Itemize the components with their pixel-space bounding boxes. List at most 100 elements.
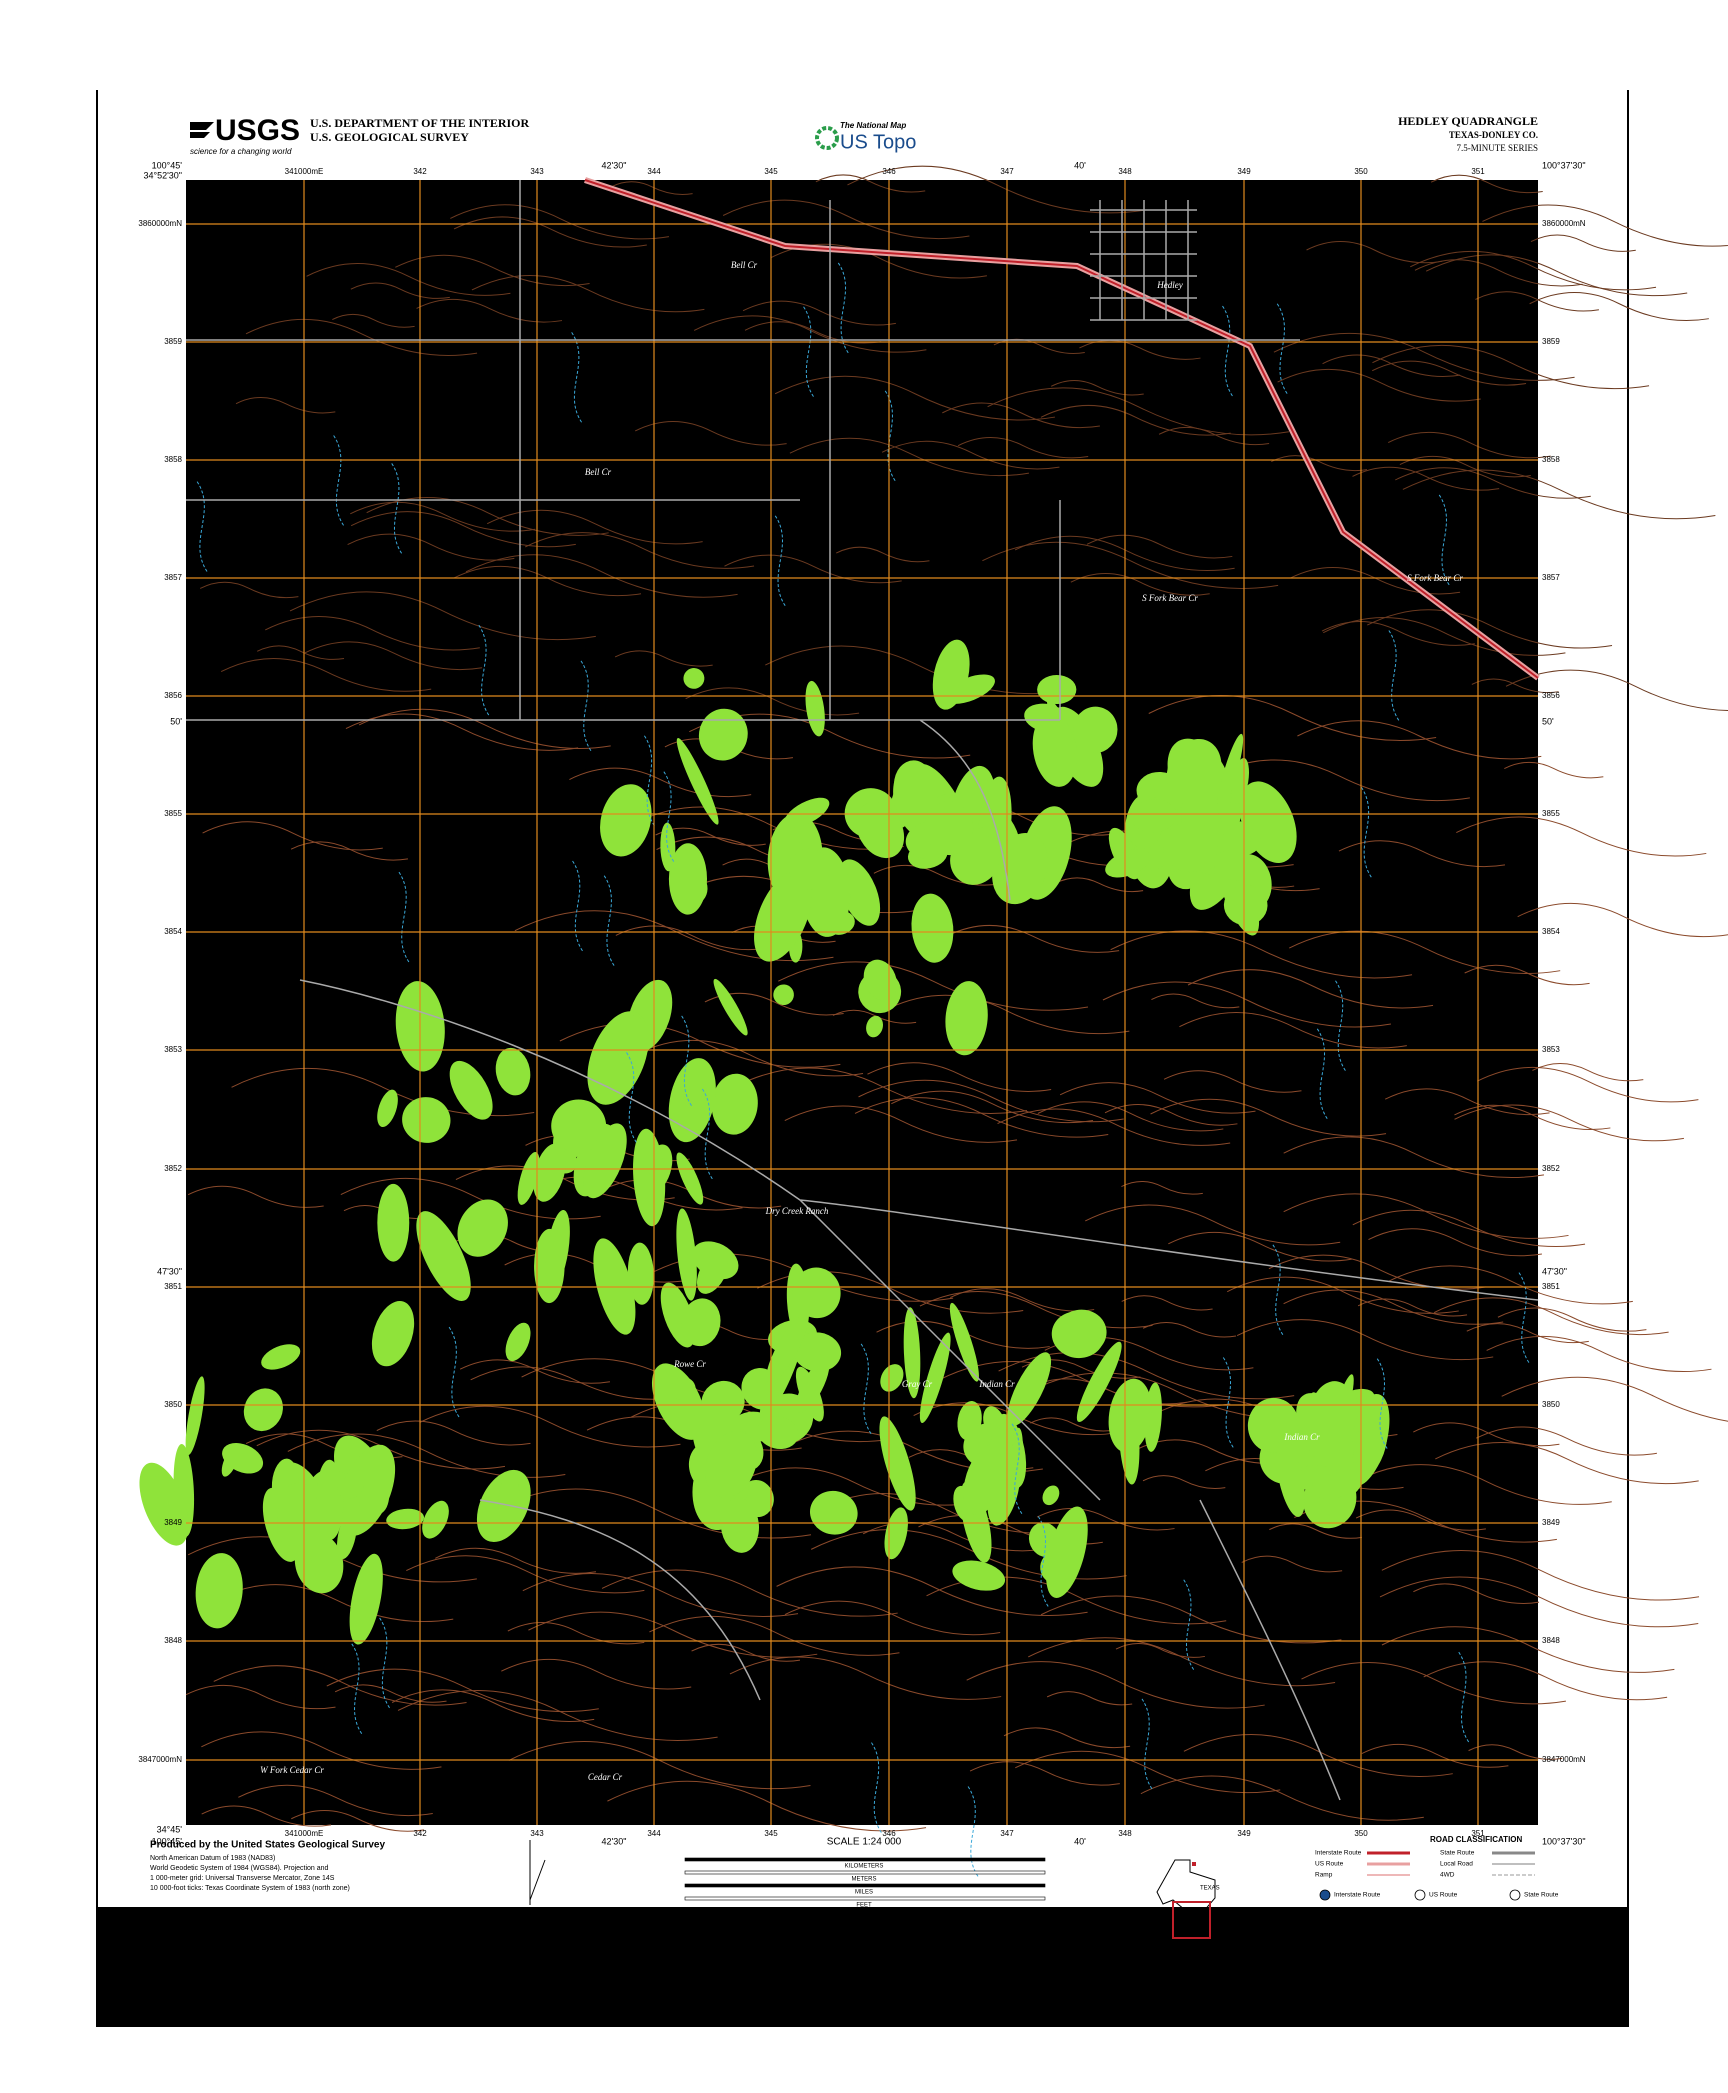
contour: [997, 1108, 1231, 1146]
state-county: TEXAS-DONLEY CO.: [1449, 130, 1538, 140]
contour: [1110, 930, 1413, 979]
easting-label: 343: [530, 167, 544, 176]
stream: [1438, 494, 1450, 586]
stream: [803, 306, 814, 398]
northing-label: 3854: [164, 927, 182, 936]
northing-label: 3857: [1542, 573, 1560, 582]
contour: [1158, 426, 1270, 446]
contour: [1115, 1642, 1205, 1658]
contour: [1148, 695, 1437, 741]
contour: [435, 1547, 597, 1574]
contour: [1464, 964, 1590, 986]
easting-label: 344: [647, 1829, 661, 1838]
northing-label: 3858: [164, 455, 182, 464]
woodland: [1223, 885, 1268, 926]
graticule-labels: 341000mE 341000mE 342 342 343 343 344 344 345 345…: [138, 160, 1585, 1846]
topo-logo-icon: [815, 126, 839, 150]
corner-coordinate: 100°45': [152, 160, 183, 170]
contour: [213, 1665, 467, 1706]
contour: [1040, 1595, 1342, 1644]
woodland: [1072, 706, 1118, 754]
contour: [450, 204, 670, 240]
northing-label: 3847000mN: [1542, 1755, 1586, 1764]
stream: [1037, 1516, 1049, 1607]
woodland: [773, 984, 794, 1006]
stream: [391, 463, 403, 554]
contour: [1425, 254, 1688, 297]
northing-label: 3856: [1542, 691, 1560, 700]
datum-notes: North American Datum of 1983 (NAD83) Worl…: [150, 1855, 350, 1892]
contour: [873, 864, 1001, 886]
northing-label: 3859: [164, 337, 182, 346]
contour: [350, 501, 536, 532]
stream: [967, 1786, 979, 1877]
easting-label: 351: [1471, 1829, 1485, 1838]
northing-label: 3854: [1542, 927, 1560, 936]
contour: [784, 1105, 1018, 1143]
datum-note: World Geodetic System of 1984 (WGS84). P…: [150, 1865, 329, 1872]
contour: [776, 1566, 1088, 1617]
northing-label: 3856: [164, 691, 182, 700]
contour: [950, 1288, 1095, 1312]
woodland: [1046, 698, 1078, 754]
northing-label: 3860000mN: [1542, 219, 1586, 228]
contour: [1241, 1555, 1343, 1573]
contour: [220, 658, 432, 692]
woodland: [671, 1377, 696, 1401]
scale-unit: MILES: [855, 1890, 873, 1896]
contour: [395, 254, 590, 287]
contour: [391, 1689, 595, 1722]
woodland: [911, 893, 954, 963]
stream: [351, 1643, 363, 1735]
contour: [235, 396, 336, 414]
contour: [1040, 405, 1231, 436]
woodland: [633, 1128, 666, 1227]
stream: [860, 1343, 872, 1435]
contour: [987, 387, 1289, 436]
contour: [1150, 1098, 1387, 1137]
woodland: [1213, 850, 1254, 881]
contour: [1121, 1295, 1213, 1311]
contour: [306, 263, 511, 296]
stream: [681, 1015, 693, 1107]
contour: [1030, 1417, 1114, 1432]
woodland: [949, 1302, 979, 1382]
contour: [522, 1573, 799, 1617]
stream: [626, 1052, 637, 1143]
contour: [693, 315, 927, 353]
woodland: [880, 1364, 904, 1392]
easting-label: 348: [1118, 1829, 1132, 1838]
contour: [345, 713, 579, 751]
road-legend: Interstate Route US Route Ramp State Route L…: [1315, 1850, 1559, 1901]
easting-label: 347: [1000, 1829, 1014, 1838]
us-topo: US Topo: [840, 131, 916, 153]
north-arrow: [529, 1840, 546, 1905]
contour: [1163, 1070, 1302, 1093]
stream: [884, 390, 896, 482]
corner-coordinate: 34°45': [157, 1824, 183, 1834]
woodland: [683, 668, 705, 689]
contour: [649, 1615, 900, 1656]
contour: [1471, 678, 1559, 694]
woodland: [551, 1099, 607, 1153]
longitude-label: 42'30": [602, 160, 627, 170]
contour: [1273, 332, 1575, 381]
woodland: [668, 843, 708, 915]
woodland: [1037, 675, 1077, 705]
scale-unit: FEET: [856, 1903, 872, 1909]
longitude-label: 40': [1074, 1836, 1086, 1846]
scale-bar: [684, 1883, 1046, 1888]
scale-bar: [684, 1857, 1046, 1862]
woodland: [422, 1500, 449, 1539]
woodland: [449, 1060, 493, 1120]
contour: [569, 767, 752, 797]
woodland: [1105, 849, 1151, 878]
contour: [289, 591, 596, 641]
terrain: [139, 165, 1728, 1877]
northing-label: 3853: [164, 1045, 182, 1054]
woodland: [720, 1497, 760, 1553]
contour: [1102, 981, 1392, 1028]
contour: [1505, 669, 1728, 711]
contour: [610, 181, 693, 195]
